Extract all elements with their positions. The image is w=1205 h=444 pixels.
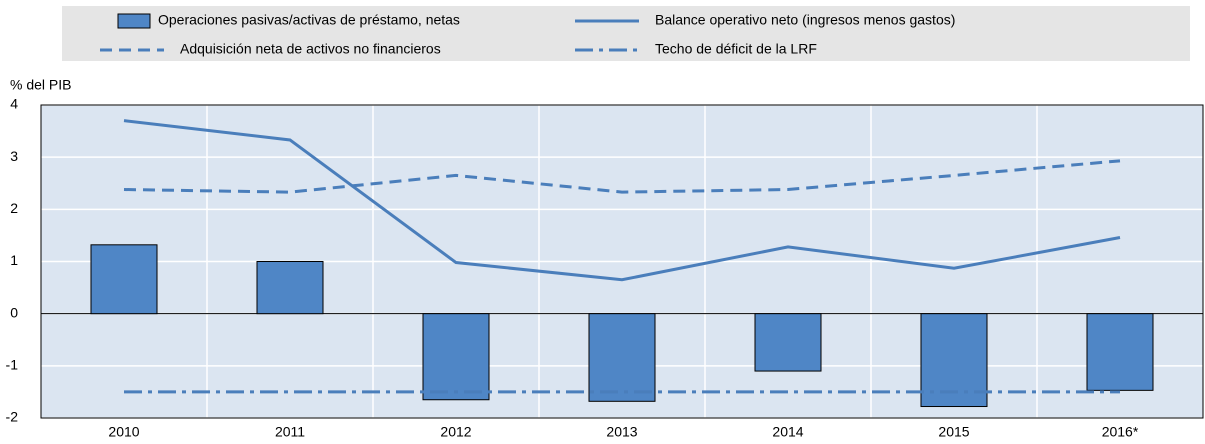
bar (256, 261, 324, 315)
x-tick-label: 2016* (1102, 424, 1139, 440)
legend-swatch (117, 13, 151, 29)
y-tick-label: 0 (10, 304, 18, 320)
x-tick-label: 2014 (772, 424, 803, 440)
x-tick-label: 2011 (275, 424, 305, 440)
y-tick-label: -1 (6, 357, 19, 373)
bar (754, 313, 822, 372)
x-tick-label: 2013 (606, 424, 637, 440)
y-tick-label: 4 (10, 96, 18, 112)
x-tick-label: 2012 (440, 424, 471, 440)
bar (422, 313, 490, 401)
line (123, 119, 1121, 282)
legend-box (62, 6, 1190, 61)
legend-label: Balance operativo neto (ingresos menos g… (655, 12, 955, 28)
x-tick-label: 2015 (938, 424, 969, 440)
bar (588, 313, 656, 402)
bar (1086, 313, 1154, 391)
y-tick-label: 2 (10, 200, 18, 216)
legend-label: Techo de déficit de la LRF (655, 41, 817, 57)
bar (90, 244, 158, 315)
y-axis-label: % del PIB (10, 77, 71, 93)
y-tick-label: 1 (10, 252, 18, 268)
y-tick-label: 3 (10, 148, 18, 164)
line (123, 159, 1121, 194)
plot-frame (40, 104, 1204, 419)
legend-label: Adquisición neta de activos no financier… (180, 41, 441, 57)
x-tick-label: 2010 (108, 424, 139, 440)
legend-label: Operaciones pasivas/activas de préstamo,… (158, 12, 460, 28)
y-tick-label: -2 (6, 409, 19, 425)
